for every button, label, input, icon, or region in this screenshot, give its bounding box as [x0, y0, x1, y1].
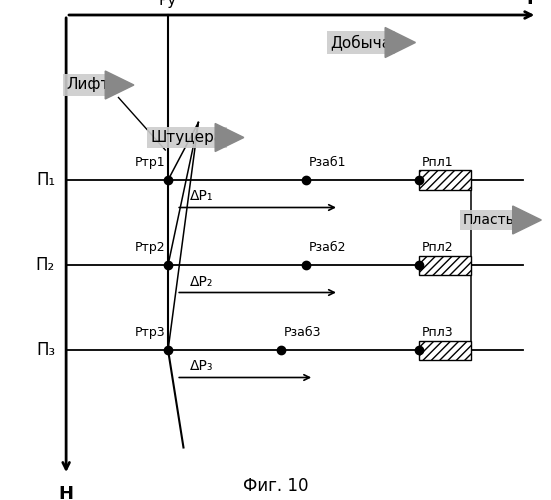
Polygon shape [215, 124, 244, 152]
Text: Рпл2: Рпл2 [422, 241, 453, 254]
Text: Рпл1: Рпл1 [422, 156, 453, 169]
Text: Штуцера: Штуцера [151, 130, 224, 145]
Text: Рпл3: Рпл3 [422, 326, 453, 339]
Text: ΔР₃: ΔР₃ [190, 360, 214, 374]
Bar [419, 340, 471, 359]
Polygon shape [512, 206, 541, 234]
Text: Рзаб2: Рзаб2 [309, 241, 346, 254]
Text: ΔР₂: ΔР₂ [190, 274, 213, 288]
Text: П₂: П₂ [36, 256, 55, 274]
Bar [419, 256, 471, 274]
Text: ΔР₁: ΔР₁ [190, 190, 214, 203]
Text: П₁: П₁ [36, 171, 55, 189]
Text: Ртр3: Ртр3 [134, 326, 165, 339]
Polygon shape [105, 71, 134, 99]
Text: П₃: П₃ [36, 341, 55, 359]
Polygon shape [385, 28, 415, 58]
Text: Фиг. 10: Фиг. 10 [243, 477, 308, 495]
Text: Рзаб1: Рзаб1 [309, 156, 346, 169]
Text: Рзаб3: Рзаб3 [284, 326, 321, 339]
Text: Добыча: Добыча [331, 34, 391, 50]
Text: Р: Р [527, 0, 540, 8]
Text: Ртр1: Ртр1 [134, 156, 165, 169]
Text: Ртр2: Ртр2 [134, 241, 165, 254]
Text: Пласты: Пласты [463, 213, 518, 227]
Bar [419, 170, 471, 190]
Text: Н: Н [58, 485, 74, 500]
Text: Ру: Ру [159, 0, 177, 8]
Text: Лифт: Лифт [67, 78, 110, 92]
